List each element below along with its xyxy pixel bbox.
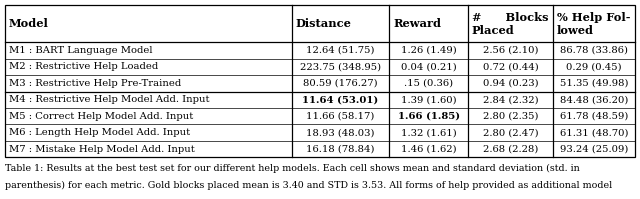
Text: 0.72 (0.44): 0.72 (0.44) <box>483 62 538 71</box>
Text: 1.39 (1.60): 1.39 (1.60) <box>401 95 456 104</box>
Text: 80.59 (176.27): 80.59 (176.27) <box>303 79 378 88</box>
Text: #      Blocks
Placed: # Blocks Placed <box>472 12 548 36</box>
Text: 12.64 (51.75): 12.64 (51.75) <box>306 46 374 55</box>
Text: 2.56 (2.10): 2.56 (2.10) <box>483 46 538 55</box>
Text: 1.46 (1.62): 1.46 (1.62) <box>401 144 456 153</box>
Text: M5 : Correct Help Model Add. Input: M5 : Correct Help Model Add. Input <box>9 112 193 121</box>
Text: parenthesis) for each metric. Gold blocks placed mean is 3.40 and STD is 3.53. A: parenthesis) for each metric. Gold block… <box>5 181 612 190</box>
Text: 18.93 (48.03): 18.93 (48.03) <box>306 128 374 137</box>
Text: M4 : Restrictive Help Model Add. Input: M4 : Restrictive Help Model Add. Input <box>9 95 209 104</box>
Text: 0.94 (0.23): 0.94 (0.23) <box>483 79 538 88</box>
Text: Reward: Reward <box>393 18 441 29</box>
Text: 223.75 (348.95): 223.75 (348.95) <box>300 62 381 71</box>
Text: M3 : Restrictive Help Pre-Trained: M3 : Restrictive Help Pre-Trained <box>9 79 181 88</box>
Text: 1.32 (1.61): 1.32 (1.61) <box>401 128 456 137</box>
Text: 61.78 (48.59): 61.78 (48.59) <box>560 112 628 121</box>
Text: M2 : Restrictive Help Loaded: M2 : Restrictive Help Loaded <box>9 62 158 71</box>
Text: M1 : BART Language Model: M1 : BART Language Model <box>9 46 152 55</box>
Text: % Help Fol-
lowed: % Help Fol- lowed <box>557 12 630 36</box>
Text: 61.31 (48.70): 61.31 (48.70) <box>560 128 628 137</box>
Text: Model: Model <box>9 18 49 29</box>
Text: 86.78 (33.86): 86.78 (33.86) <box>560 46 628 55</box>
Text: 2.80 (2.47): 2.80 (2.47) <box>483 128 538 137</box>
Text: 2.80 (2.35): 2.80 (2.35) <box>483 112 538 121</box>
Text: 51.35 (49.98): 51.35 (49.98) <box>560 79 628 88</box>
Text: Distance: Distance <box>296 18 351 29</box>
Text: 11.66 (58.17): 11.66 (58.17) <box>307 112 374 121</box>
Text: 0.04 (0.21): 0.04 (0.21) <box>401 62 456 71</box>
Text: 16.18 (78.84): 16.18 (78.84) <box>306 144 374 153</box>
Text: .15 (0.36): .15 (0.36) <box>404 79 453 88</box>
Text: Table 1: Results at the best test set for our different help models. Each cell s: Table 1: Results at the best test set fo… <box>5 164 580 173</box>
Text: 1.66 (1.85): 1.66 (1.85) <box>397 112 460 121</box>
Bar <box>5 5 635 157</box>
Text: M6 : Length Help Model Add. Input: M6 : Length Help Model Add. Input <box>9 128 190 137</box>
Text: 93.24 (25.09): 93.24 (25.09) <box>560 144 628 153</box>
Text: 11.64 (53.01): 11.64 (53.01) <box>302 95 379 104</box>
Text: 0.29 (0.45): 0.29 (0.45) <box>566 62 621 71</box>
Text: M7 : Mistake Help Model Add. Input: M7 : Mistake Help Model Add. Input <box>9 144 195 153</box>
Text: 84.48 (36.20): 84.48 (36.20) <box>560 95 628 104</box>
Text: 2.84 (2.32): 2.84 (2.32) <box>483 95 538 104</box>
Text: 1.26 (1.49): 1.26 (1.49) <box>401 46 456 55</box>
Text: 2.68 (2.28): 2.68 (2.28) <box>483 144 538 153</box>
